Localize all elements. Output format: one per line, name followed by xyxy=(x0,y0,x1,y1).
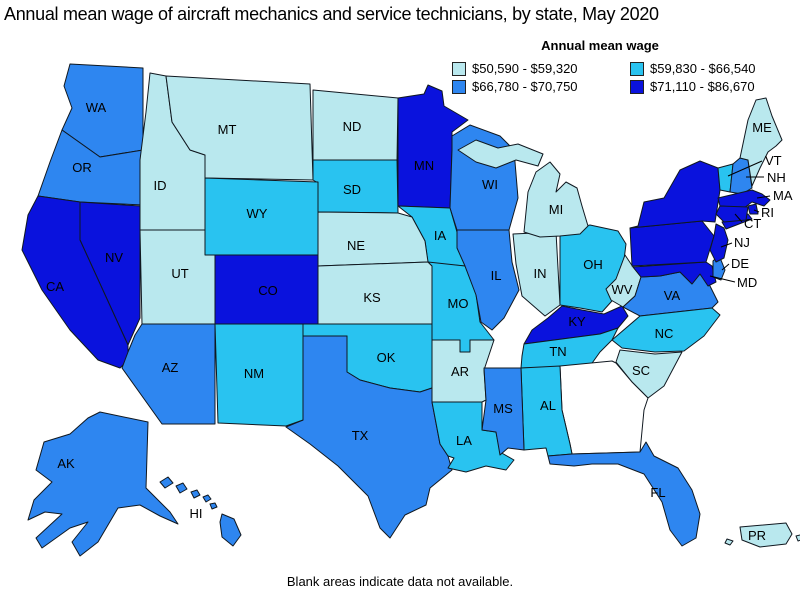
state-label-nj: NJ xyxy=(734,235,750,250)
state-label-oh: OH xyxy=(583,257,603,272)
state-label-wa: WA xyxy=(86,100,107,115)
leader-line-de xyxy=(721,263,730,271)
state-me[interactable] xyxy=(739,97,783,187)
leader-line-ri xyxy=(753,209,760,213)
legend-swatch-0 xyxy=(452,61,466,76)
state-md[interactable] xyxy=(632,261,717,287)
state-nm[interactable] xyxy=(214,323,304,427)
state-label-id: ID xyxy=(154,178,167,193)
state-pa[interactable] xyxy=(629,220,715,267)
legend-item-1: $59,830 - $66,540 xyxy=(630,61,788,76)
state-label-la: LA xyxy=(456,433,472,448)
state-label-ar: AR xyxy=(451,364,469,379)
state-label-de: DE xyxy=(731,256,749,271)
state-label-nd: ND xyxy=(343,119,362,134)
state-label-mn: MN xyxy=(414,158,434,173)
leader-line-ma xyxy=(756,195,771,199)
legend-item-3: $71,110 - $86,670 xyxy=(630,79,788,94)
state-fl[interactable] xyxy=(547,441,701,547)
leader-line-vt xyxy=(727,160,763,177)
state-label-tn: TN xyxy=(549,344,566,359)
state-label-ms: MS xyxy=(493,401,513,416)
state-tx[interactable] xyxy=(285,335,453,539)
state-label-tx: TX xyxy=(352,428,369,443)
state-label-in: IN xyxy=(534,266,547,281)
state-label-nh: NH xyxy=(767,170,786,185)
state-label-nv: NV xyxy=(105,250,123,265)
state-label-mi: MI xyxy=(549,202,563,217)
state-label-me: ME xyxy=(752,120,772,135)
state-label-pr: PR xyxy=(748,528,766,543)
state-label-ca: CA xyxy=(46,279,64,294)
state-labels-layer: WA OR CA NV ID MT WY UT CO AZ NM ND SD NE KS OK TX MN IA MO… xyxy=(46,100,772,543)
leader-line-ct xyxy=(734,213,743,223)
state-label-fl: FL xyxy=(650,485,665,500)
state-label-ri: RI xyxy=(761,205,774,220)
state-label-nm: NM xyxy=(244,366,264,381)
state-label-al: AL xyxy=(540,398,556,413)
state-ne[interactable] xyxy=(317,211,429,267)
leader-line-nj xyxy=(720,242,733,248)
leader-line-md xyxy=(709,275,736,283)
state-label-sd: SD xyxy=(343,182,361,197)
states-layer xyxy=(21,63,800,557)
state-label-or: OR xyxy=(72,160,92,175)
page-title: Annual mean wage of aircraft mechanics a… xyxy=(4,4,659,24)
state-tn[interactable] xyxy=(520,327,619,369)
legend-label-3: $71,110 - $86,670 xyxy=(650,79,755,94)
state-or[interactable] xyxy=(37,129,144,206)
legend: Annual mean wage $50,590 - $59,320 $59,83… xyxy=(452,38,788,94)
legend-swatch-2 xyxy=(452,79,466,94)
legend-label-0: $50,590 - $59,320 xyxy=(472,61,578,76)
legend-swatch-1 xyxy=(630,61,644,76)
state-sc[interactable] xyxy=(615,349,683,399)
state-ct[interactable] xyxy=(715,205,749,223)
legend-item-2: $66,780 - $70,750 xyxy=(452,79,610,94)
state-mt[interactable] xyxy=(165,75,314,181)
state-label-wi: WI xyxy=(482,177,498,192)
legend-label-1: $59,830 - $66,540 xyxy=(650,61,756,76)
state-ak[interactable] xyxy=(27,411,179,557)
state-pr[interactable] xyxy=(724,522,800,548)
state-il[interactable] xyxy=(456,229,520,331)
footnote: Blank areas indicate data not available. xyxy=(286,574,514,589)
state-label-ma: MA xyxy=(773,188,793,203)
state-hi[interactable] xyxy=(159,476,242,547)
state-label-va: VA xyxy=(664,288,681,303)
state-label-md: MD xyxy=(737,275,757,290)
state-az[interactable] xyxy=(121,323,216,425)
state-label-mo: MO xyxy=(448,296,469,311)
state-ca[interactable] xyxy=(21,195,129,369)
state-nc[interactable] xyxy=(611,307,721,353)
state-label-ct: CT xyxy=(744,216,761,231)
legend-swatch-3 xyxy=(630,79,644,94)
state-label-ut: UT xyxy=(171,266,188,281)
legend-title: Annual mean wage xyxy=(541,38,659,53)
state-label-co: CO xyxy=(258,283,278,298)
state-ms[interactable] xyxy=(481,367,525,456)
state-label-il: IL xyxy=(491,268,502,283)
state-label-ky: KY xyxy=(568,314,586,329)
state-label-ia: IA xyxy=(434,228,447,243)
state-label-nc: NC xyxy=(655,326,674,341)
legend-item-0: $50,590 - $59,320 xyxy=(452,61,610,76)
state-label-vt: VT xyxy=(765,153,782,168)
state-ri[interactable] xyxy=(747,203,759,215)
state-label-ks: KS xyxy=(363,290,381,305)
legend-items: $50,590 - $59,320 $59,830 - $66,540 $66,78… xyxy=(452,61,788,94)
state-label-ne: NE xyxy=(347,238,365,253)
state-label-ok: OK xyxy=(377,350,396,365)
state-label-az: AZ xyxy=(162,360,179,375)
state-label-mt: MT xyxy=(218,122,237,137)
state-label-wv: WV xyxy=(612,282,633,297)
state-label-wy: WY xyxy=(247,206,268,221)
state-label-ak: AK xyxy=(57,456,75,471)
legend-label-2: $66,780 - $70,750 xyxy=(472,79,578,94)
state-label-hi: HI xyxy=(190,506,203,521)
state-nj[interactable] xyxy=(709,223,729,263)
state-label-sc: SC xyxy=(632,363,650,378)
state-mi[interactable] xyxy=(457,139,589,238)
